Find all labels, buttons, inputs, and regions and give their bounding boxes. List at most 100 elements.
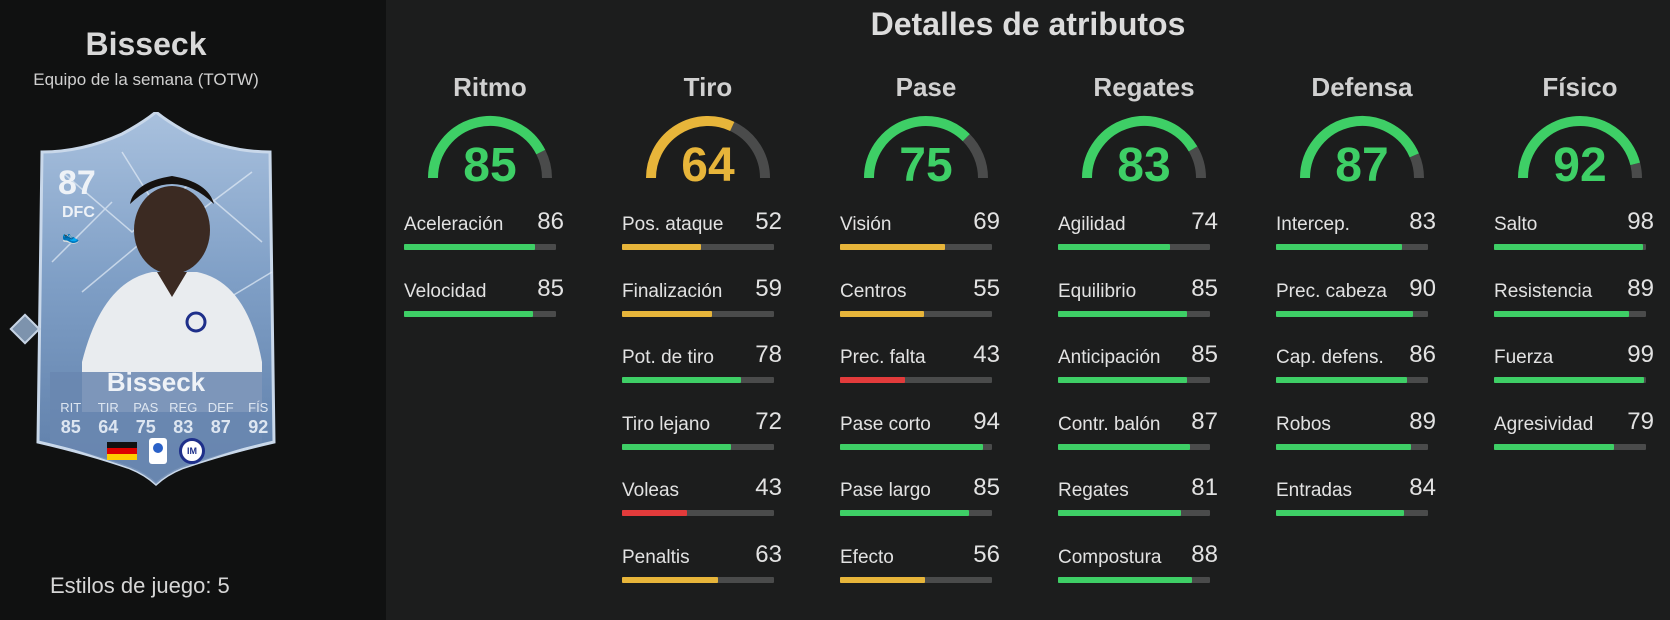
attribute-row: Aceleración 86 bbox=[402, 204, 578, 271]
attribute-column-físico: Físico 92 Salto 98 Resistencia 89 Fuerza 99 Agre… bbox=[1492, 72, 1668, 470]
attribute-bar bbox=[840, 443, 992, 450]
card-stats: RIT 85 TIR 64 PAS 75 REG 83 DEF 87 FÍS 92 bbox=[52, 400, 277, 438]
attribute-bar-fill bbox=[1058, 510, 1182, 516]
attribute-bar bbox=[840, 377, 992, 383]
attribute-column-regates: Regates 83 Agilidad 74 Equilibrio 85 Anticipac… bbox=[1056, 72, 1232, 603]
attribute-row: Cap. defens. 86 bbox=[1274, 337, 1450, 404]
attribute-row: Voleas 43 bbox=[620, 470, 796, 537]
card-stat-label: PAS bbox=[133, 400, 159, 415]
attribute-row: Contr. balón 87 bbox=[1056, 404, 1232, 471]
attribute-bar bbox=[840, 576, 992, 583]
card-stat-value: 85 bbox=[60, 417, 81, 437]
playstyles-count[interactable]: Estilos de juego: 5 bbox=[50, 573, 230, 598]
attribute-bar bbox=[840, 244, 992, 250]
attribute-row: Resistencia 89 bbox=[1492, 271, 1668, 338]
attribute-bar-fill bbox=[1058, 576, 1192, 583]
card-background bbox=[36, 112, 276, 487]
attribute-row: Prec. cabeza 90 bbox=[1274, 271, 1450, 338]
attribute-bar bbox=[1058, 310, 1210, 317]
category-rating: 87 bbox=[1335, 139, 1389, 192]
serie-a-icon bbox=[149, 438, 167, 464]
attribute-bar-fill bbox=[840, 443, 983, 450]
card-player-name: Bisseck bbox=[106, 367, 206, 397]
attribute-value: 83 bbox=[1409, 208, 1436, 235]
attribute-label: Prec. falta bbox=[840, 347, 926, 368]
attribute-bar bbox=[1494, 310, 1646, 317]
attribute-bar bbox=[1058, 510, 1210, 516]
category-rating: 83 bbox=[1117, 139, 1171, 192]
gauge-track bbox=[536, 149, 552, 179]
gauge-fill bbox=[1082, 116, 1198, 179]
attribute-value: 43 bbox=[973, 341, 1000, 368]
category-title: Regates bbox=[1093, 72, 1195, 102]
attribute-label: Pot. de tiro bbox=[622, 347, 714, 368]
attribute-value: 90 bbox=[1409, 274, 1436, 302]
category-title: Físico bbox=[1542, 72, 1618, 102]
attribute-bar-fill bbox=[840, 244, 945, 250]
card-stat-label: RIT bbox=[60, 400, 82, 415]
category-gauge: 92 bbox=[1492, 112, 1668, 194]
attribute-value: 52 bbox=[755, 208, 782, 235]
gauge-fill bbox=[646, 116, 735, 179]
category-gauge: 64 bbox=[620, 112, 796, 194]
attribute-row: Efecto 56 bbox=[838, 537, 1014, 604]
attribute-bar-fill bbox=[622, 244, 702, 250]
attribute-value: 56 bbox=[973, 540, 1000, 568]
card-position: DFC bbox=[62, 204, 95, 221]
attribute-label: Velocidad bbox=[404, 280, 487, 302]
attribute-bar bbox=[1494, 443, 1646, 450]
category-title: Ritmo bbox=[453, 72, 527, 102]
attribute-bar bbox=[1494, 244, 1646, 250]
attribute-label: Prec. cabeza bbox=[1276, 280, 1387, 302]
attribute-bar bbox=[1058, 244, 1210, 250]
attribute-row: Pos. ataque 52 bbox=[620, 204, 796, 271]
attribute-label: Tiro lejano bbox=[622, 413, 711, 435]
attribute-bar-fill bbox=[1058, 310, 1188, 317]
germany-flag-icon bbox=[107, 442, 137, 460]
attribute-bar-fill bbox=[1058, 377, 1188, 383]
player-card[interactable]: 87 DFC 👟 Bisseck RIT 85 TIR 64 PAS 75 REG 83… bbox=[22, 112, 290, 488]
gauge-fill bbox=[1300, 116, 1419, 179]
attribute-bar bbox=[840, 510, 992, 516]
attribute-value: 85 bbox=[973, 474, 1000, 501]
card-stat-value: 87 bbox=[210, 417, 231, 437]
attribute-row: Fuerza 99 bbox=[1492, 337, 1668, 404]
boot-icon: 👟 bbox=[62, 228, 80, 244]
attribute-value: 85 bbox=[1191, 341, 1218, 368]
attribute-value: 89 bbox=[1627, 274, 1654, 302]
category-title: Defensa bbox=[1311, 72, 1413, 102]
attribute-bar bbox=[1276, 510, 1428, 516]
attribute-bar bbox=[622, 244, 774, 250]
attribute-bar bbox=[1276, 377, 1428, 383]
attribute-bar bbox=[1058, 443, 1210, 450]
attribute-value: 85 bbox=[537, 274, 564, 302]
attribute-label: Visión bbox=[840, 214, 892, 235]
attribute-row: Agilidad 74 bbox=[1056, 204, 1232, 271]
attribute-value: 98 bbox=[1627, 208, 1654, 235]
attribute-value: 43 bbox=[755, 474, 782, 501]
attribute-value: 99 bbox=[1627, 341, 1654, 368]
attribute-label: Anticipación bbox=[1058, 347, 1161, 368]
gauge-track bbox=[729, 121, 770, 179]
gauge-fill bbox=[864, 116, 970, 179]
attribute-label: Equilibrio bbox=[1058, 280, 1137, 302]
attribute-bar-fill bbox=[1494, 377, 1645, 383]
attribute-row: Equilibrio 85 bbox=[1056, 271, 1232, 338]
attribute-bar-fill bbox=[622, 310, 712, 317]
attribute-bar bbox=[622, 510, 774, 516]
attribute-row: Compostura 88 bbox=[1056, 537, 1232, 604]
section-title: Detalles de atributos bbox=[870, 6, 1186, 42]
attribute-value: 59 bbox=[755, 274, 782, 302]
attribute-bar-fill bbox=[1276, 510, 1404, 516]
gauge-fill bbox=[1518, 116, 1641, 179]
attribute-row: Pase corto 94 bbox=[838, 404, 1014, 471]
attribute-bar-fill bbox=[404, 244, 535, 250]
attribute-value: 86 bbox=[1409, 341, 1436, 368]
card-stat-value: 83 bbox=[173, 417, 194, 437]
attribute-label: Robos bbox=[1276, 413, 1331, 435]
attribute-bar-fill bbox=[1058, 443, 1191, 450]
attribute-label: Aceleración bbox=[404, 214, 504, 235]
attribute-value: 84 bbox=[1409, 474, 1436, 501]
attribute-bar-fill bbox=[622, 510, 688, 516]
attribute-bar bbox=[622, 443, 774, 450]
